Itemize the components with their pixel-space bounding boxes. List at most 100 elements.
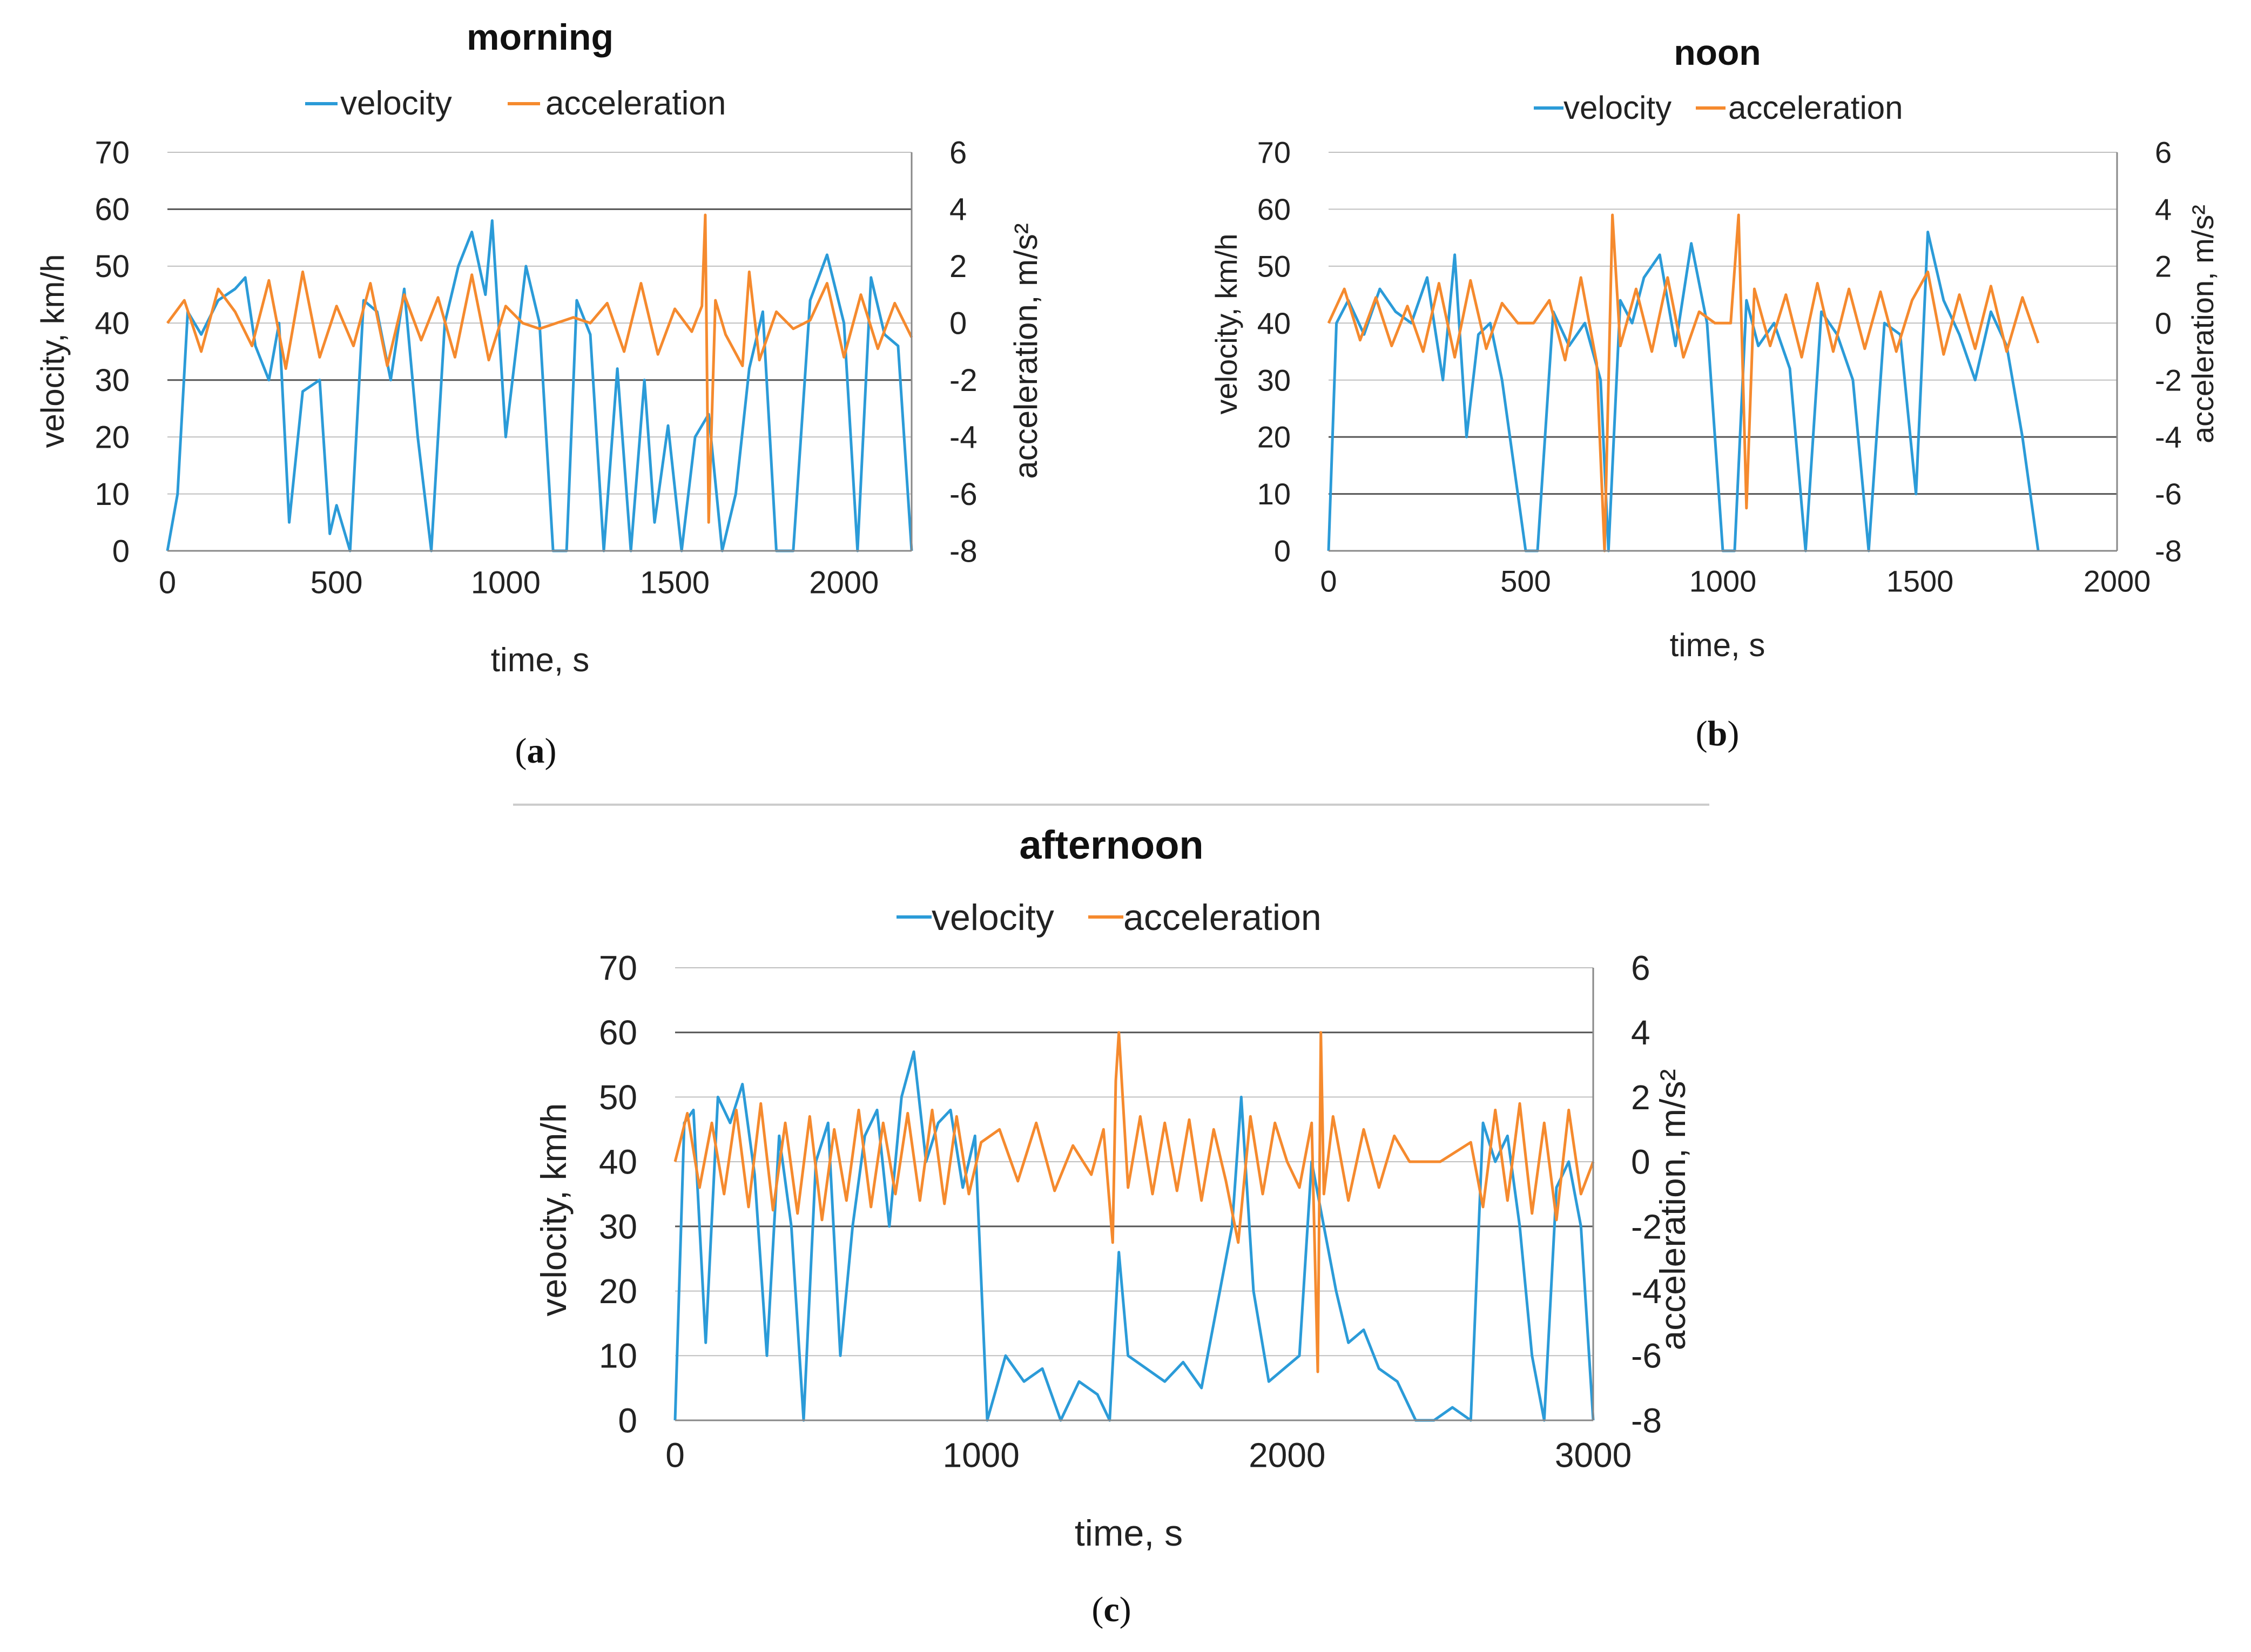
caption-letter: a (527, 731, 545, 771)
x-tick-label: 500 (311, 565, 363, 600)
y2-ticks: -8 -6 -4 -2 0 2 4 6 (2155, 136, 2182, 568)
y2-tick-label: -8 (2155, 534, 2182, 568)
legend-label-velocity: velocity (932, 897, 1054, 938)
y2-ticks: -8 -6 -4 -2 0 2 4 6 (1631, 948, 1662, 1440)
series-lines (673, 1031, 1595, 1422)
x-tick-label: 1000 (1689, 564, 1757, 598)
y-tick-label: 0 (112, 534, 130, 569)
y2-axis-label: acceleration, m/s² (1653, 1069, 1693, 1351)
y-tick-label: 70 (1257, 136, 1291, 170)
chart-noon: noon velocity acceleration 0102030405060… (1209, 32, 2220, 663)
y2-tick-label: -4 (2155, 420, 2182, 454)
y-tick-label: 60 (95, 192, 130, 227)
y-tick-label: 60 (599, 1013, 637, 1052)
y2-tick-label: 0 (949, 306, 967, 341)
chart-title: noon (1674, 32, 1761, 72)
y-ticks: 0 10 20 30 40 50 60 70 (95, 135, 130, 569)
y2-tick-label: 0 (1631, 1143, 1650, 1182)
y2-tick-label: -6 (949, 477, 978, 512)
legend-label-velocity: velocity (340, 85, 452, 122)
caption-open: ( (1696, 714, 1708, 753)
y2-tick-label: 6 (2155, 136, 2172, 170)
series-velocity (166, 219, 913, 552)
y-tick-label: 70 (95, 135, 130, 170)
x-tick-label: 3000 (1555, 1435, 1632, 1474)
y-axis-label: velocity, km/h (534, 1103, 574, 1317)
y-tick-label: 70 (599, 948, 637, 987)
series-velocity (1327, 231, 2040, 552)
x-axis-label: time, s (491, 642, 590, 679)
legend: velocity acceleration (897, 897, 1322, 938)
legend-label-acceleration: acceleration (545, 85, 726, 122)
legend-label-acceleration: acceleration (1728, 90, 1903, 126)
y2-ticks: -8 -6 -4 -2 0 2 4 6 (949, 135, 978, 569)
chart-title: morning (467, 17, 614, 58)
y2-tick-label: 2 (2155, 249, 2172, 283)
y2-axis-label: acceleration, m/s² (2186, 205, 2220, 443)
y2-tick-label: 4 (1631, 1013, 1650, 1052)
x-axis-label: time, s (1670, 627, 1765, 663)
x-ticks: 0 500 1000 1500 2000 (1320, 564, 2151, 598)
y2-tick-label: -2 (2155, 363, 2182, 397)
y2-tick-label: -8 (1631, 1401, 1662, 1440)
axes (167, 152, 913, 552)
axes (1329, 152, 2118, 552)
x-axis-label: time, s (1075, 1513, 1183, 1554)
y2-tick-label: -8 (949, 534, 978, 569)
y-tick-label: 30 (599, 1207, 637, 1246)
y-tick-label: 50 (1257, 249, 1291, 283)
legend-label-acceleration: acceleration (1123, 897, 1322, 938)
chart-morning: morning velocity acceleration 0102030405… (35, 17, 1044, 679)
y2-tick-label: 4 (949, 192, 967, 227)
y2-tick-label: -4 (949, 420, 978, 455)
x-tick-label: 0 (159, 565, 176, 600)
caption-b: (b) (1696, 714, 1740, 753)
y2-tick-label: 6 (1631, 948, 1650, 987)
y2-axis-label: acceleration, m/s² (1008, 223, 1044, 479)
legend: velocity acceleration (1534, 90, 1903, 126)
y-tick-label: 10 (1257, 477, 1291, 511)
x-tick-label: 2000 (809, 565, 879, 600)
y-tick-label: 20 (95, 420, 130, 455)
y2-tick-label: -2 (1631, 1207, 1662, 1246)
y-tick-label: 0 (1274, 534, 1291, 568)
x-tick-label: 500 (1500, 564, 1551, 598)
x-tick-label: 2000 (1249, 1435, 1325, 1474)
y2-tick-label: 4 (2155, 192, 2172, 226)
y-tick-label: 10 (95, 477, 130, 512)
y2-tick-label: 6 (949, 135, 967, 170)
y2-tick-label: 2 (949, 249, 967, 284)
y-tick-label: 0 (618, 1401, 637, 1440)
series-acceleration (166, 213, 913, 524)
y-ticks: 0 10 20 30 40 50 60 70 (599, 948, 637, 1440)
x-tick-label: 1000 (942, 1435, 1019, 1474)
legend-label-velocity: velocity (1563, 90, 1672, 126)
y2-tick-label: -6 (2155, 477, 2182, 511)
y2-tick-label: 2 (1631, 1078, 1650, 1117)
y-tick-label: 50 (95, 249, 130, 284)
y-tick-label: 40 (599, 1143, 637, 1182)
x-tick-label: 1500 (1886, 564, 1954, 598)
y-tick-label: 20 (599, 1272, 637, 1311)
y-axis-label: velocity, km/h (35, 254, 71, 448)
y2-tick-label: -6 (1631, 1337, 1662, 1375)
x-tick-label: 0 (1320, 564, 1337, 598)
caption-close: ) (545, 731, 557, 771)
x-tick-label: 1500 (640, 565, 710, 600)
y-ticks: 0 10 20 30 40 50 60 70 (1257, 136, 1291, 568)
x-ticks: 0 500 1000 1500 2000 (159, 565, 879, 600)
y2-tick-label: 0 (2155, 306, 2172, 340)
y-tick-label: 10 (599, 1337, 637, 1375)
axes (675, 968, 1594, 1421)
y-tick-label: 40 (95, 306, 130, 341)
caption-a: (a) (515, 731, 557, 771)
caption-letter: b (1708, 714, 1728, 753)
y-tick-label: 30 (1257, 363, 1291, 397)
series-acceleration (1327, 213, 2040, 552)
caption-open: ( (515, 731, 527, 771)
series-lines (1327, 213, 2040, 552)
y-axis-label: velocity, km/h (1209, 233, 1243, 414)
legend: velocity acceleration (305, 85, 726, 122)
caption-close: ) (1120, 1590, 1131, 1629)
